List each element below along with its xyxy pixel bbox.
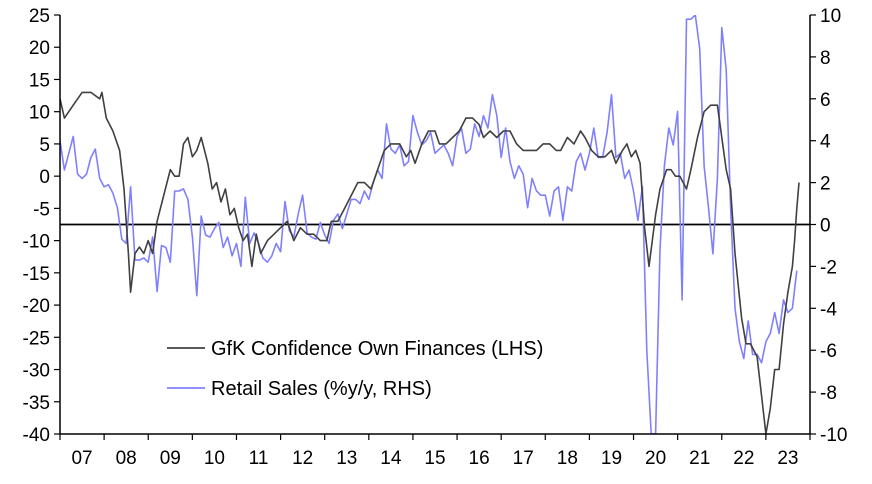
- series-layer: [60, 15, 800, 434]
- legend-label: Retail Sales (%y/y, RHS): [211, 378, 432, 400]
- right-tick-label: -10: [820, 425, 847, 446]
- legend: GfK Confidence Own Finances (LHS) Retail …: [167, 338, 543, 400]
- x-tick-label: 18: [557, 448, 578, 469]
- left-tick-label: 20: [29, 38, 50, 59]
- left-tick-label: -15: [23, 264, 50, 285]
- right-tick-label: -6: [820, 341, 837, 362]
- left-tick-label: 25: [29, 6, 50, 27]
- right-tick-label: -4: [820, 299, 837, 320]
- left-tick-label: 0: [39, 167, 50, 188]
- retail-sales-series-line: [60, 15, 798, 434]
- x-axis: 07 08 09 10 11 12 13 14 15 16 17 18 19 20 21 22 23: [59, 434, 811, 469]
- x-tick-label: 08: [116, 448, 137, 469]
- left-tick-label: -10: [23, 232, 50, 253]
- left-tick-label: -25: [23, 328, 50, 349]
- left-tick-label: 5: [39, 135, 50, 156]
- right-axis: 10 8 6 4 2 0 -2 -4 -6 -8 -10: [810, 6, 847, 446]
- left-tick-label: -5: [33, 199, 50, 220]
- right-tick-label: 4: [820, 132, 831, 153]
- left-tick-label: -35: [23, 393, 50, 414]
- axis-frame: [59, 15, 811, 435]
- right-tick-label: 2: [820, 174, 831, 195]
- x-tick-label: 16: [469, 448, 490, 469]
- right-tick-label: 0: [820, 216, 831, 237]
- x-tick-label: 10: [204, 448, 225, 469]
- x-tick-label: 22: [733, 448, 754, 469]
- x-tick-label: 13: [336, 448, 357, 469]
- x-tick-label: 23: [777, 448, 798, 469]
- x-tick-label: 21: [689, 448, 710, 469]
- x-tick-label: 11: [249, 448, 269, 469]
- left-tick-label: -40: [23, 425, 50, 446]
- right-tick-label: 6: [820, 90, 831, 111]
- x-tick-label: 17: [513, 448, 534, 469]
- legend-label: GfK Confidence Own Finances (LHS): [211, 338, 543, 360]
- gfk-confidence-series-line: [60, 91, 800, 434]
- x-tick-label: 20: [645, 448, 666, 469]
- left-tick-label: 10: [29, 103, 50, 124]
- x-tick-label: 14: [380, 448, 402, 469]
- right-tick-label: 8: [820, 48, 831, 69]
- left-tick-label: 15: [29, 70, 50, 91]
- right-tick-label: -8: [820, 383, 837, 404]
- left-axis: 25 20 15 10 5 0 -5 -10 -15 -20 -25 -30 -35 -40: [23, 6, 60, 446]
- x-tick-label: 07: [71, 448, 92, 469]
- x-tick-label: 12: [292, 448, 313, 469]
- left-tick-label: -20: [23, 296, 50, 317]
- right-tick-label: -2: [820, 257, 837, 278]
- left-tick-label: -30: [23, 361, 50, 382]
- x-tick-label: 19: [601, 448, 622, 469]
- right-tick-label: 10: [820, 6, 841, 27]
- x-tick-label: 15: [424, 448, 445, 469]
- x-tick-label: 09: [160, 448, 181, 469]
